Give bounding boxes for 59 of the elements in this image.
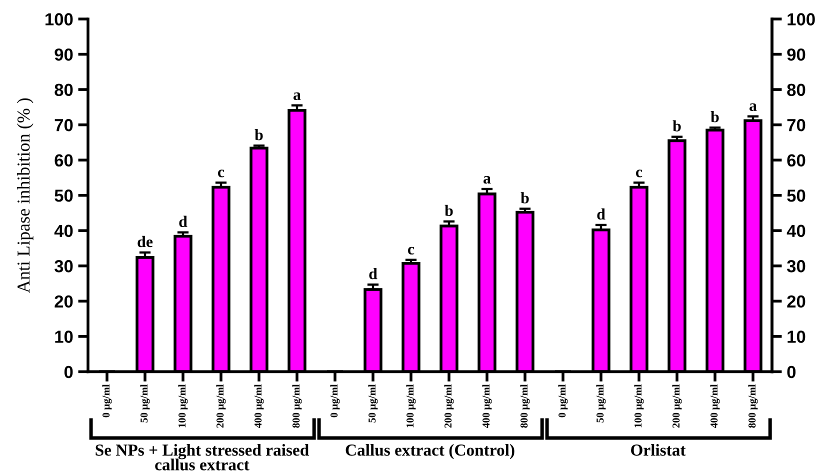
text: Callus extract (Control) xyxy=(346,444,514,460)
x-tick-label: 200 µg/ml xyxy=(672,384,682,428)
data-label: de xyxy=(138,236,153,248)
data-label: b xyxy=(444,204,453,216)
y-axis-title: Anti Lipase inhibition (% ) xyxy=(16,98,34,293)
y2-tick-label: 10 xyxy=(788,330,806,343)
x-tick-label: 50 µg/ml xyxy=(368,384,378,422)
y-tick-label: 80 xyxy=(54,84,73,96)
y-tick-label: 60 xyxy=(54,154,73,167)
data-label: c xyxy=(218,170,224,178)
x-tick-label: 100 µg/ml xyxy=(178,384,188,428)
y-tick-label: 0 xyxy=(64,366,73,378)
data-label: d xyxy=(369,268,378,280)
y-tick-label: 20 xyxy=(54,295,73,308)
data-label: d xyxy=(179,216,188,228)
text: Orlistat xyxy=(631,444,686,456)
x-tick-label: 100 µg/ml xyxy=(406,384,416,428)
text: Se NPs + Light stressed raised callus extract xyxy=(96,444,309,470)
x-tick-label: 800 µg/ml xyxy=(748,384,758,428)
y2-tick-label: 40 xyxy=(786,224,806,238)
y-tick-label: 70 xyxy=(54,118,73,132)
x-tick-label: 0 µg/ml xyxy=(102,384,112,418)
y-tick-label: 40 xyxy=(54,224,73,238)
y2-tick-label: 60 xyxy=(787,154,806,167)
data-label: a xyxy=(484,176,491,184)
x-tick-label: 0 µg/ml xyxy=(330,384,340,418)
y-tick-label: 30 xyxy=(54,260,73,272)
x-tick-label: 50 µg/ml xyxy=(140,384,150,422)
y-tick-label: 50 xyxy=(54,190,73,202)
data-label: a xyxy=(294,92,301,100)
data-label: b xyxy=(710,111,719,122)
y2-tick-label: 50 xyxy=(787,190,806,202)
data-label: b xyxy=(520,192,529,204)
y-tick-label: 100 xyxy=(46,13,73,26)
x-tick-label: 200 µg/ml xyxy=(216,384,226,428)
x-tick-label: 800 µg/ml xyxy=(520,384,530,428)
data-label: a xyxy=(750,103,757,111)
y2-tick-label: 90 xyxy=(787,48,806,61)
data-label: c xyxy=(408,246,414,255)
x-tick-label: 400 µg/ml xyxy=(710,384,720,428)
data-label: b xyxy=(254,129,263,140)
x-tick-label: 400 µg/ml xyxy=(254,384,264,428)
y2-tick-label: 0 xyxy=(787,366,796,378)
data-label: c xyxy=(636,170,642,178)
x-tick-label: 200 µg/ml xyxy=(444,384,454,428)
y-tick-label: 10 xyxy=(55,330,73,343)
y2-tick-label: 30 xyxy=(786,260,806,272)
y-tick-label: 90 xyxy=(54,48,73,61)
y2-tick-label: 80 xyxy=(787,84,806,96)
data-label: b xyxy=(672,120,681,132)
x-tick-label: 400 µg/ml xyxy=(482,384,492,428)
data-label: d xyxy=(597,208,606,220)
x-tick-label: 100 µg/ml xyxy=(634,384,644,428)
y2-tick-label: 70 xyxy=(787,118,806,132)
y2-tick-label: 20 xyxy=(787,295,806,308)
x-tick-label: 800 µg/ml xyxy=(292,384,302,428)
y2-tick-label: 100 xyxy=(788,13,815,26)
x-tick-label: 0 µg/ml xyxy=(558,384,568,418)
x-tick-label: 50 µg/ml xyxy=(596,384,606,422)
